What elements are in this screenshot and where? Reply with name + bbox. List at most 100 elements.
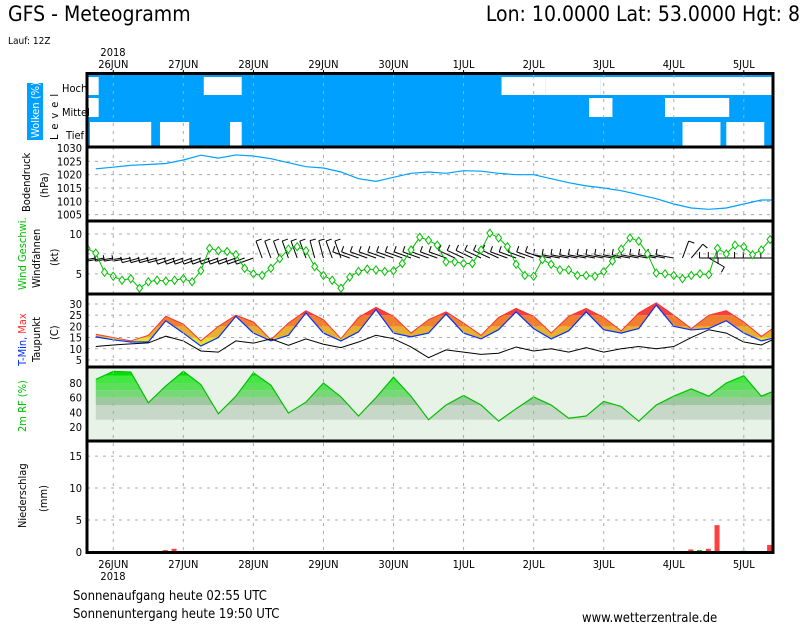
wind-speed-marker bbox=[398, 258, 406, 269]
wind-barb-staff bbox=[130, 257, 149, 264]
wind-barb-staff bbox=[112, 257, 131, 262]
wind-barb-feather bbox=[290, 238, 297, 242]
wind-barb-feather bbox=[516, 246, 520, 253]
x-tick-label-bottom: 4JUL bbox=[663, 558, 685, 571]
wind-barb-feather bbox=[611, 248, 614, 255]
wind-barb-staff bbox=[358, 251, 377, 259]
wind-speed-marker bbox=[100, 267, 109, 278]
wind-barb-staff bbox=[290, 240, 298, 259]
y-tick-label: 1025 bbox=[57, 155, 82, 168]
wind-barb-feather bbox=[358, 246, 362, 253]
wind-barb-staff bbox=[341, 251, 359, 259]
y-tick-label: 15 bbox=[69, 332, 82, 345]
wind-barb-staff bbox=[690, 243, 704, 259]
wind-barb-staff bbox=[612, 254, 631, 259]
x-tick-label-top: 3JUL bbox=[593, 58, 615, 71]
wind-barb-feather bbox=[655, 248, 658, 255]
wind-barb-feather bbox=[594, 248, 597, 255]
wind-speed-marker bbox=[486, 228, 494, 239]
precip-bar bbox=[705, 548, 711, 552]
wind-speed-marker bbox=[258, 270, 266, 281]
wind-barb-feather bbox=[172, 258, 176, 265]
wind-barb-feather bbox=[163, 258, 167, 265]
wind-speed-marker bbox=[302, 245, 310, 256]
wind-barb-staff bbox=[309, 240, 316, 259]
rh-label: 2m RF (%) bbox=[16, 380, 29, 432]
wind-barb-staff bbox=[87, 257, 96, 261]
dewpoint-line bbox=[95, 329, 773, 359]
wind-barb-feather bbox=[567, 248, 570, 255]
cloud-clear-patch bbox=[589, 98, 613, 117]
x-tick-label-top: 28JUN bbox=[238, 58, 268, 71]
x-tick-label-top: 30JUN bbox=[378, 58, 408, 71]
tmax-label: Max bbox=[16, 313, 29, 334]
x-tick-label-bottom: 1JUL bbox=[453, 558, 475, 571]
y-tick-label: 5 bbox=[76, 268, 82, 281]
wind-barb-feather bbox=[120, 256, 123, 263]
wind-barb-feather bbox=[438, 244, 442, 251]
tmax-line bbox=[95, 302, 773, 342]
wind-barb-feather bbox=[255, 238, 262, 242]
wind-barb-feather bbox=[585, 248, 588, 255]
wind-barb-feather bbox=[446, 244, 451, 251]
x-tick-label-bottom: 29JUN bbox=[308, 558, 338, 571]
wind-speed-marker bbox=[153, 275, 161, 286]
wind-barb-feather bbox=[282, 238, 289, 242]
cloud-clear-patch bbox=[159, 122, 190, 146]
wind-barb-feather bbox=[318, 238, 325, 242]
cloud-clear-patch bbox=[87, 98, 99, 117]
precip-label: Niederschlag bbox=[16, 463, 29, 528]
level-hoch: Hoch bbox=[62, 82, 87, 95]
wind-barb-feather bbox=[419, 246, 423, 253]
wind-barb-feather bbox=[464, 244, 468, 251]
temp-unit: (C) bbox=[48, 325, 61, 340]
wind-speed-marker bbox=[538, 254, 547, 265]
precip-bar bbox=[688, 549, 694, 552]
wind-barb-feather bbox=[688, 240, 695, 244]
wind-barb-feather bbox=[576, 248, 579, 255]
wind-speed-marker bbox=[556, 265, 564, 275]
y-tick-label: 20 bbox=[69, 320, 82, 333]
wind-barb-staff bbox=[402, 251, 420, 259]
site-link[interactable]: www.wetterzentrale.de bbox=[582, 611, 717, 625]
wind-barb-staff bbox=[585, 254, 604, 259]
wind-speed-marker bbox=[494, 233, 503, 243]
wind-barb-feather bbox=[402, 246, 406, 253]
wind-barb-staff bbox=[708, 257, 725, 268]
year-label-top: 2018 bbox=[100, 46, 125, 59]
sunrise-text: Sonnenaufgang heute 02:55 UTC bbox=[73, 589, 267, 604]
sunset-text: Sonnenuntergang heute 19:50 UTC bbox=[73, 607, 279, 622]
wind-barb-feather bbox=[146, 256, 149, 263]
wind-speed-marker bbox=[135, 283, 144, 294]
tmin-label: T-Min, bbox=[16, 337, 29, 367]
wind-barb-feather bbox=[489, 246, 493, 253]
location-info: Lon: 10.0000 Lat: 53.0000 Hgt: 8 bbox=[486, 2, 800, 26]
wind-barb-feather bbox=[349, 246, 353, 253]
year-label-bottom: 2018 bbox=[100, 570, 125, 583]
wind-barb-feather bbox=[68, 255, 69, 261]
wind-barb-feather bbox=[273, 238, 280, 242]
cloud-clear-patch bbox=[87, 77, 99, 95]
y-tick-label: 1030 bbox=[57, 142, 82, 155]
wind-speed-marker bbox=[652, 268, 660, 278]
wind-speed-marker bbox=[503, 241, 511, 252]
wind-barb-staff bbox=[192, 257, 210, 265]
wind-barb-staff bbox=[550, 254, 569, 259]
wind-speed-marker bbox=[197, 265, 205, 276]
wind-speed-marker bbox=[389, 265, 398, 276]
dewpoint-label: Taupunkt bbox=[30, 317, 43, 363]
x-tick-label-bottom: 27JUN bbox=[168, 558, 198, 571]
wind-speed-marker bbox=[731, 240, 739, 250]
wind-speed-marker bbox=[582, 270, 590, 281]
y-tick-label: 40 bbox=[69, 406, 82, 419]
wind-speed-marker bbox=[626, 233, 634, 243]
wind-speed-marker bbox=[416, 232, 424, 242]
wind-speed-marker bbox=[776, 220, 782, 228]
y-tick-label: 30 bbox=[69, 298, 82, 311]
y-tick-label: 10 bbox=[69, 343, 82, 356]
level-tief: Tief bbox=[65, 129, 85, 142]
cloud-clear-patch bbox=[726, 122, 765, 146]
x-tick-label-top: 1JUL bbox=[453, 58, 475, 71]
wind-barb-feather bbox=[77, 255, 78, 261]
